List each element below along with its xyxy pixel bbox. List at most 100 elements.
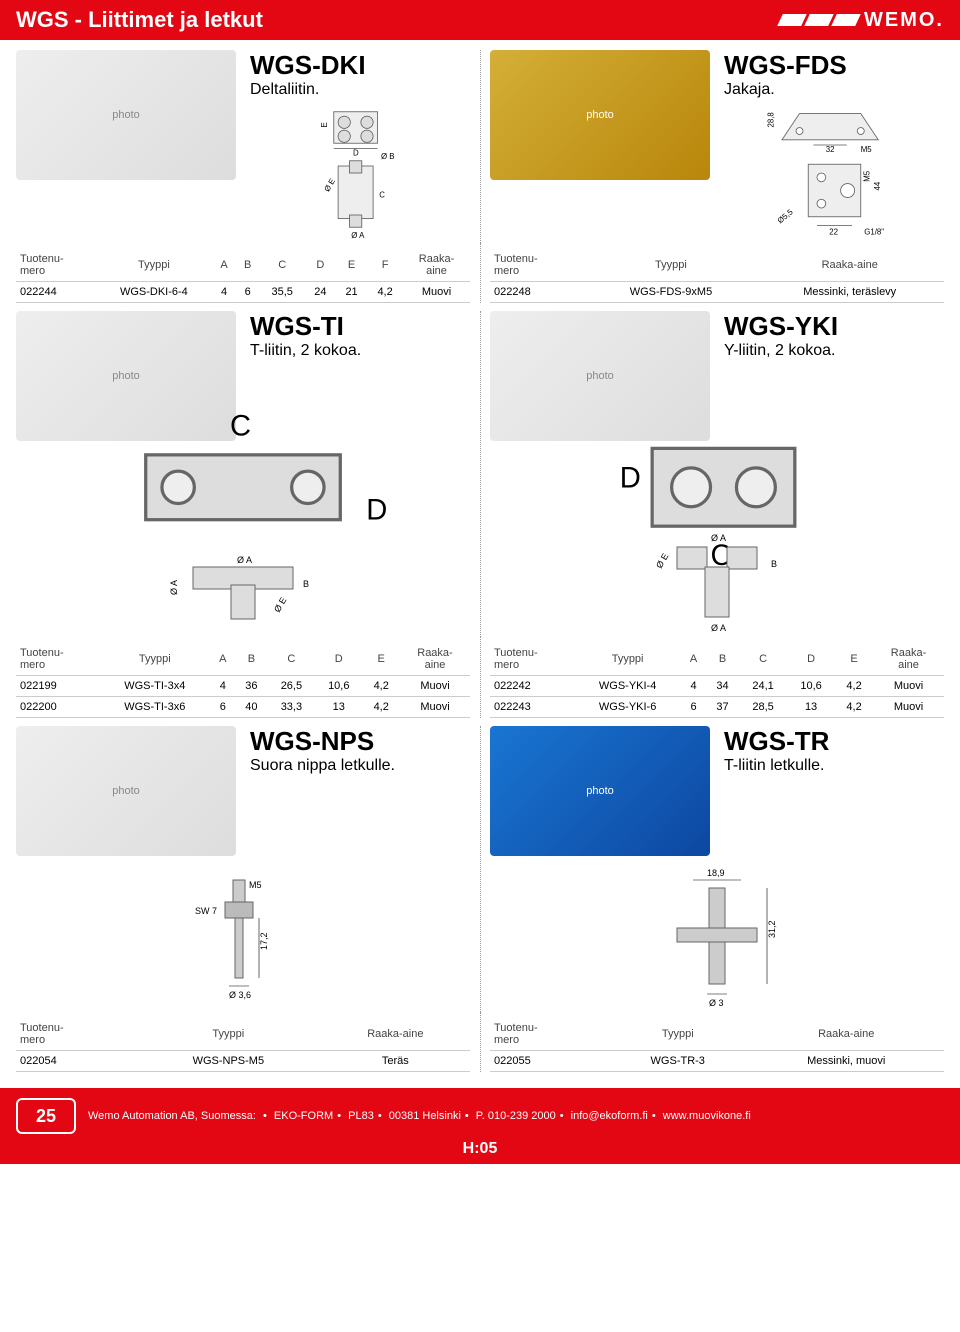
- product-name: WGS-TI: [250, 311, 470, 342]
- svg-text:C: C: [379, 191, 385, 200]
- cell: 24: [305, 282, 336, 303]
- product-name: WGS-FDS: [724, 50, 944, 81]
- product-photo-dki: photo: [16, 50, 236, 180]
- heading-tr: WGS-TR T-liitin letkulle.: [724, 726, 944, 775]
- row-1: photo WGS-DKI Deltaliitin. E D Ø B: [16, 50, 944, 243]
- svg-text:22: 22: [829, 227, 838, 236]
- col-header: E: [362, 643, 400, 676]
- col-header: A: [212, 249, 236, 282]
- svg-text:Ø A: Ø A: [169, 580, 179, 595]
- cell: 28,5: [739, 697, 787, 718]
- table-row: 022248WGS-FDS-9xM5Messinki, teräslevy: [490, 282, 944, 303]
- product-desc: T-liitin letkulle.: [724, 757, 944, 775]
- cell: Muovi: [873, 697, 944, 718]
- col-fds: photo WGS-FDS Jakaja. 28,8 32 M5: [490, 50, 944, 243]
- product-photo-tr: photo: [490, 726, 710, 856]
- col-header: B: [236, 249, 260, 282]
- table-row: 022054WGS-NPS-M5Teräs: [16, 1051, 470, 1072]
- cell: 6: [210, 697, 235, 718]
- svg-text:M5: M5: [860, 145, 872, 154]
- svg-text:G1/8": G1/8": [864, 227, 884, 236]
- cell: 34: [706, 676, 739, 697]
- anniversary-badge: 25: [16, 1098, 76, 1134]
- svg-text:D: D: [353, 149, 359, 158]
- col-header: Raaka-aine: [403, 249, 470, 282]
- col-header: Tuotenu-mero: [16, 249, 95, 282]
- table-ti: Tuotenu-meroTyyppiABCDERaaka-aine022199W…: [16, 643, 470, 718]
- col-header: Tyyppi: [136, 1018, 321, 1051]
- product-desc: T-liitin, 2 kokoa.: [250, 342, 470, 360]
- cell: Messinki, muovi: [748, 1051, 944, 1072]
- col-header: Tuotenu-mero: [490, 249, 586, 282]
- cell: 36: [235, 676, 268, 697]
- drawing-ti-side: Ø A Ø A Ø E B: [16, 527, 470, 637]
- col-header: Raaka-aine: [321, 1018, 470, 1051]
- cell: 13: [787, 697, 835, 718]
- col-header: Tyyppi: [607, 1018, 748, 1051]
- cell: 4: [212, 282, 236, 303]
- drawing-yki-side: Ø A Ø E B Ø A: [490, 527, 944, 637]
- svg-text:Ø 3,6: Ø 3,6: [229, 990, 251, 1000]
- cell: 10,6: [315, 676, 362, 697]
- col-header: Raaka-aine: [748, 1018, 944, 1051]
- col-header: Raaka-aine: [873, 643, 944, 676]
- svg-text:32: 32: [825, 145, 834, 154]
- logo-stripes: [780, 14, 858, 26]
- table-row: 022244WGS-DKI-6-44635,524214,2Muovi: [16, 282, 470, 303]
- product-name: WGS-YKI: [724, 311, 944, 342]
- row-2-tables: Tuotenu-meroTyyppiABCDERaaka-aine022199W…: [16, 637, 944, 718]
- cell: 022199: [16, 676, 99, 697]
- product-name: WGS-NPS: [250, 726, 470, 757]
- col-header: C: [260, 249, 305, 282]
- footer-text: Wemo Automation AB, Suomessa: • EKO-FORM…: [88, 1110, 944, 1122]
- table-tr: Tuotenu-meroTyyppiRaaka-aine022055WGS-TR…: [490, 1018, 944, 1072]
- col-header: B: [235, 643, 268, 676]
- cell: 6: [236, 282, 260, 303]
- svg-text:Ø A: Ø A: [711, 533, 726, 543]
- col-header: Raaka-aine: [755, 249, 944, 282]
- cell: 022243: [490, 697, 574, 718]
- cell: 022242: [490, 676, 574, 697]
- svg-text:B: B: [771, 559, 777, 569]
- col-header: C: [268, 643, 315, 676]
- svg-text:Ø E: Ø E: [654, 552, 670, 570]
- svg-text:SW 7: SW 7: [195, 906, 217, 916]
- svg-text:28,8: 28,8: [766, 112, 775, 128]
- drawing-ti-top: C D: [16, 447, 470, 527]
- svg-text:44: 44: [873, 181, 882, 190]
- cell: 4: [210, 676, 235, 697]
- table-row: 022199WGS-TI-3x443626,510,64,2Muovi: [16, 676, 470, 697]
- drawing-yki-top: D C: [490, 447, 944, 527]
- table-nps: Tuotenu-meroTyyppiRaaka-aine022054WGS-NP…: [16, 1018, 470, 1072]
- cell: 022244: [16, 282, 95, 303]
- col-header: F: [367, 249, 403, 282]
- cell: Muovi: [400, 697, 470, 718]
- col-header: Tuotenu-mero: [490, 643, 574, 676]
- row-2: photo WGS-TI T-liitin, 2 kokoa. C D Ø A: [16, 311, 944, 637]
- cell: WGS-FDS-9xM5: [586, 282, 755, 303]
- cell: WGS-NPS-M5: [136, 1051, 321, 1072]
- product-name: WGS-TR: [724, 726, 944, 757]
- col-header: D: [305, 249, 336, 282]
- cell: WGS-DKI-6-4: [95, 282, 212, 303]
- cell: Teräs: [321, 1051, 470, 1072]
- col-header: Tyyppi: [574, 643, 681, 676]
- product-photo-fds: photo: [490, 50, 710, 180]
- col-header: C: [739, 643, 787, 676]
- cell: 4,2: [835, 676, 873, 697]
- svg-text:C: C: [230, 410, 251, 442]
- col-header: Tuotenu-mero: [490, 1018, 607, 1051]
- col-header: Tuotenu-mero: [16, 643, 99, 676]
- cell: WGS-TR-3: [607, 1051, 748, 1072]
- col-header: Tyyppi: [586, 249, 755, 282]
- row-1-tables: Tuotenu-meroTyyppiABCDEFRaaka-aine022244…: [16, 243, 944, 303]
- table-row: 022243WGS-YKI-663728,5134,2Muovi: [490, 697, 944, 718]
- drawing-nps: M5 SW 7 17,2 Ø 3,6: [16, 862, 470, 1012]
- svg-text:D: D: [366, 494, 387, 526]
- col-header: Tyyppi: [99, 643, 210, 676]
- product-photo-nps: photo: [16, 726, 236, 856]
- table-yki: Tuotenu-meroTyyppiABCDERaaka-aine022242W…: [490, 643, 944, 718]
- cell: 13: [315, 697, 362, 718]
- cell: WGS-TI-3x4: [99, 676, 210, 697]
- svg-text:M5: M5: [862, 170, 871, 182]
